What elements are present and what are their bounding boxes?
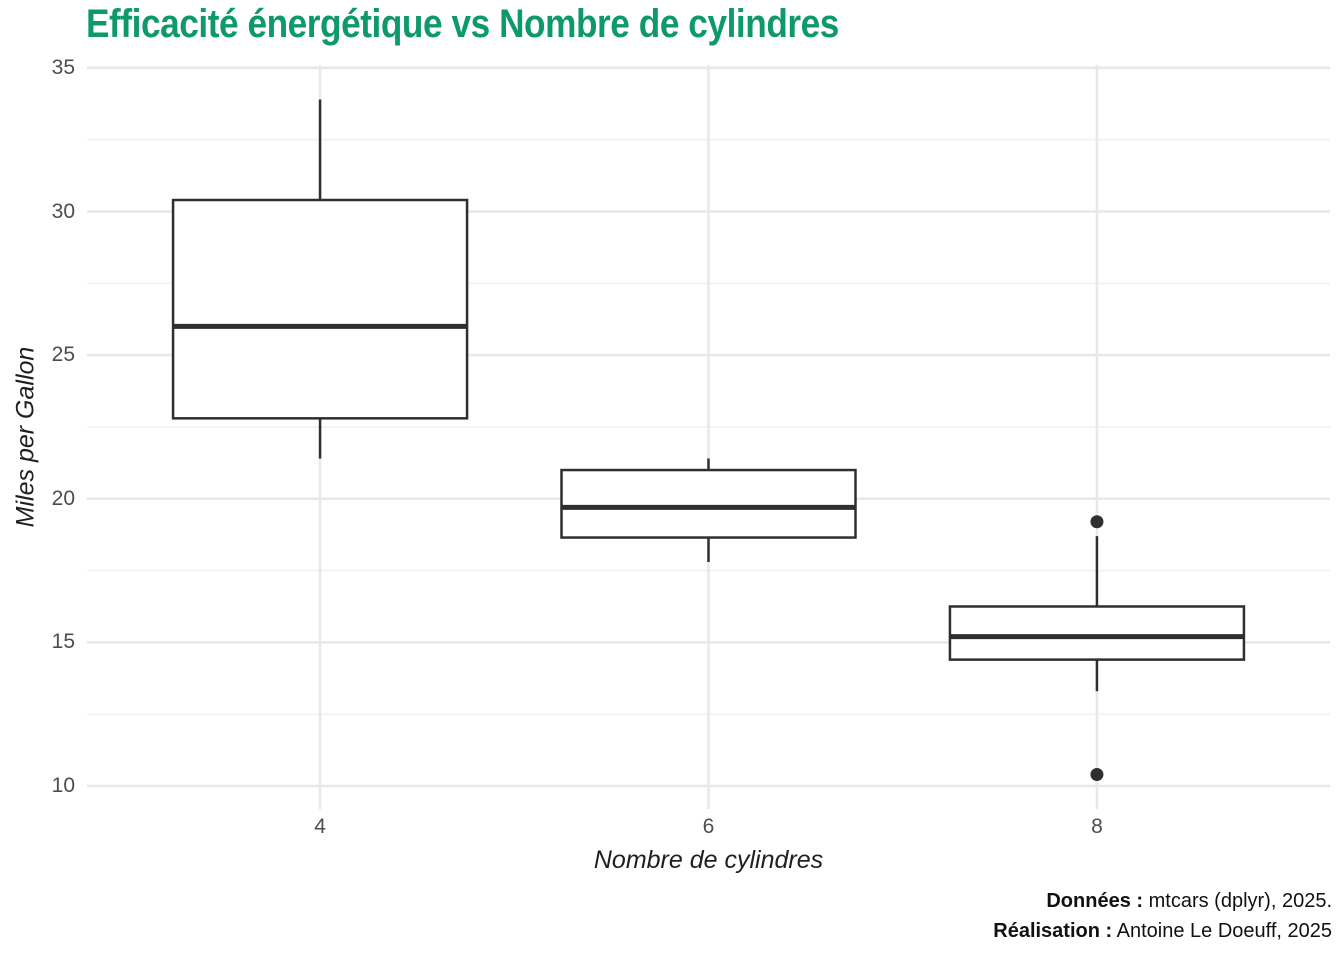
box-cyl-4: [171, 198, 469, 420]
outlier-point: [1090, 515, 1104, 529]
x-tick-label: 6: [702, 815, 715, 838]
caption: Données : mtcars (dplyr), 2025. Réalisat…: [993, 886, 1332, 946]
y-tick-label: 20: [51, 486, 75, 510]
caption-line-data: Données : mtcars (dplyr), 2025.: [993, 886, 1332, 916]
x-tick-label: 8: [1091, 815, 1103, 838]
caption-line-credit: Réalisation : Antoine Le Doeuff, 2025: [993, 916, 1332, 946]
box-cyl-8: [948, 605, 1246, 661]
caption-credit-text: Antoine Le Doeuff, 2025: [1116, 920, 1332, 942]
y-axis-title: Miles per Gallon: [11, 346, 40, 528]
y-tick-label: 25: [51, 343, 75, 367]
x-axis-title: Nombre de cylindres: [593, 846, 824, 874]
y-tick-label: 15: [51, 630, 75, 654]
chart-title: Efficacité énergétique vs Nombre de cyli…: [86, 2, 839, 46]
outlier-point: [1090, 768, 1104, 782]
box-cyl-6: [560, 468, 857, 539]
x-tick-label: 4: [314, 815, 326, 838]
caption-data-label: Données :: [1046, 890, 1144, 912]
y-tick-label: 10: [51, 774, 75, 798]
y-tick-label: 30: [51, 199, 75, 223]
caption-data-text: mtcars (dplyr), 2025.: [1148, 890, 1332, 912]
caption-credit-label: Réalisation :: [993, 920, 1113, 942]
y-tick-label: 35: [51, 55, 75, 79]
